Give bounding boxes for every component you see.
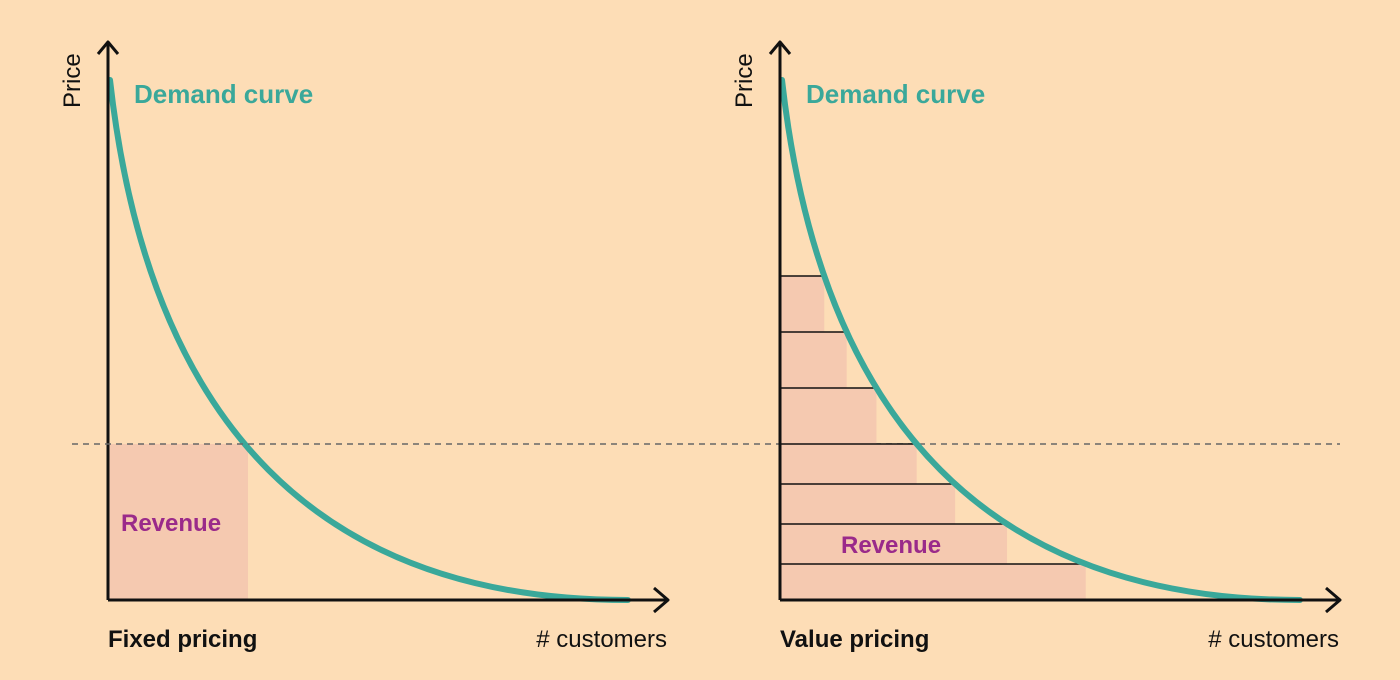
revenue-step-bar	[780, 332, 847, 388]
y-axis-arrowhead	[96, 40, 120, 55]
demand-curve-label: Demand curve	[806, 79, 985, 109]
revenue-step-bar	[780, 444, 917, 484]
demand-curve	[107, 77, 631, 603]
demand-curve	[779, 77, 1303, 603]
revenue-step-bar	[780, 276, 825, 332]
y-axis-arrowhead	[768, 40, 792, 55]
revenue-step-bar	[780, 388, 877, 444]
y-axis-label: Price	[59, 53, 86, 108]
fixed-pricing-panel: Price Demand curve Revenue Fixed pricing…	[59, 40, 670, 653]
demand-curve-label: Demand curve	[134, 79, 313, 109]
value-pricing-panel: Price Demand curve Revenue Value pricing…	[731, 40, 1342, 653]
chart-title: Fixed pricing	[108, 626, 257, 653]
revenue-step-bar	[780, 524, 1008, 564]
x-axis-label: # customers	[536, 626, 667, 653]
revenue-area	[108, 444, 248, 600]
revenue-step-bar	[780, 564, 1086, 600]
revenue-step-bar	[780, 484, 956, 524]
revenue-steps	[780, 275, 1086, 600]
chart-title: Value pricing	[780, 626, 929, 653]
x-axis-arrowhead	[1325, 586, 1342, 614]
x-axis-label: # customers	[1208, 626, 1339, 653]
x-axis-arrowhead	[653, 586, 670, 614]
revenue-label: Revenue	[841, 532, 941, 559]
y-axis-label: Price	[731, 53, 758, 108]
revenue-label: Revenue	[121, 510, 221, 537]
